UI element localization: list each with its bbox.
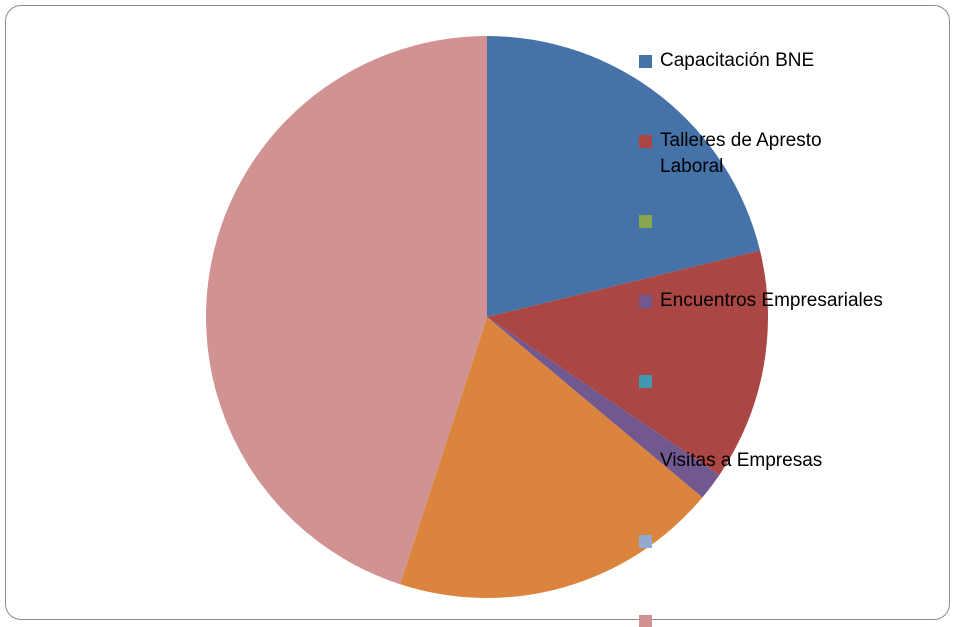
legend-marker xyxy=(639,615,652,627)
chart-frame xyxy=(5,5,950,620)
legend-item: Capacitación BNE xyxy=(639,48,950,74)
legend-marker xyxy=(639,55,652,68)
legend-item xyxy=(639,368,652,388)
legend-marker xyxy=(639,375,652,388)
legend-marker xyxy=(639,295,652,308)
legend-item: Encuentros Empresariales xyxy=(639,288,950,314)
legend-item xyxy=(639,608,652,627)
legend-label: Visitas a Empresas xyxy=(660,450,823,471)
legend-label: Capacitación BNE xyxy=(660,50,815,71)
legend-item: Talleres de Apresto Laboral xyxy=(639,128,875,180)
pie-slice xyxy=(400,317,703,598)
legend-item xyxy=(639,528,652,548)
legend-label: Encuentros Empresariales xyxy=(660,290,883,311)
pie-slice xyxy=(487,317,720,498)
legend-marker xyxy=(639,535,652,548)
legend-label: Talleres de Apresto Laboral xyxy=(660,130,822,177)
pie-slice xyxy=(487,36,761,317)
pie-slice xyxy=(205,36,487,585)
legend-item xyxy=(639,208,652,228)
legend-marker xyxy=(639,135,652,148)
pie-slice xyxy=(487,250,768,475)
legend-item: Visitas a Empresas xyxy=(639,448,950,474)
legend-marker xyxy=(639,215,652,228)
legend-marker xyxy=(639,455,652,468)
